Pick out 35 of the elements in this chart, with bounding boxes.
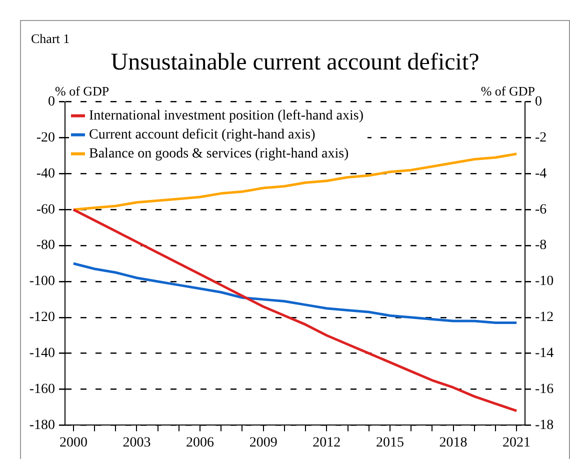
y-tick-label: -180 [29,418,55,433]
x-tick-label: 2018 [439,435,468,450]
x-tick-label: 2006 [186,435,214,450]
y-tick-label: -100 [29,274,55,290]
y-tick-label: -20 [36,130,55,146]
y2-tick-label: -18 [535,418,554,433]
y-tick-label: -140 [29,346,55,362]
y-tick-label: -40 [36,166,55,182]
y2-tick-label: -10 [535,274,554,290]
y2-tick-label: -6 [535,202,547,218]
y-tick-label: -120 [29,310,55,326]
legend-label: Balance on goods & services (right-hand axis) [89,146,350,162]
y2-tick-label: -2 [535,130,547,146]
y2-tick-label: -12 [535,310,554,326]
legend-label: International investment position (left-hand axis) [89,108,364,124]
x-tick-label: 2003 [122,435,151,450]
x-tick-label: 2009 [249,435,278,450]
x-tick-label: 2015 [376,435,404,450]
chart-title: Unsustainable current account deficit? [110,50,480,76]
y2-tick-label: 0 [535,94,542,110]
x-tick-label: 2012 [312,435,341,450]
y-tick-label: 0 [48,94,55,110]
y2-tick-label: -8 [535,238,547,254]
caption: Chart 1 [31,30,70,46]
y-tick-label: -160 [29,382,55,397]
x-tick-label: 2000 [59,435,88,450]
y-axis-title: % of GDP [55,84,110,99]
y2-tick-label: -14 [535,346,554,362]
y-tick-label: -60 [36,202,55,218]
y2-tick-label: -16 [535,382,554,397]
y2-axis-title: % of GDP [480,84,535,99]
legend-label: Current account deficit (right-hand axis) [89,127,316,142]
y-tick-label: -80 [36,238,55,254]
x-tick-label: 2021 [502,435,531,450]
y2-tick-label: -4 [535,166,547,182]
